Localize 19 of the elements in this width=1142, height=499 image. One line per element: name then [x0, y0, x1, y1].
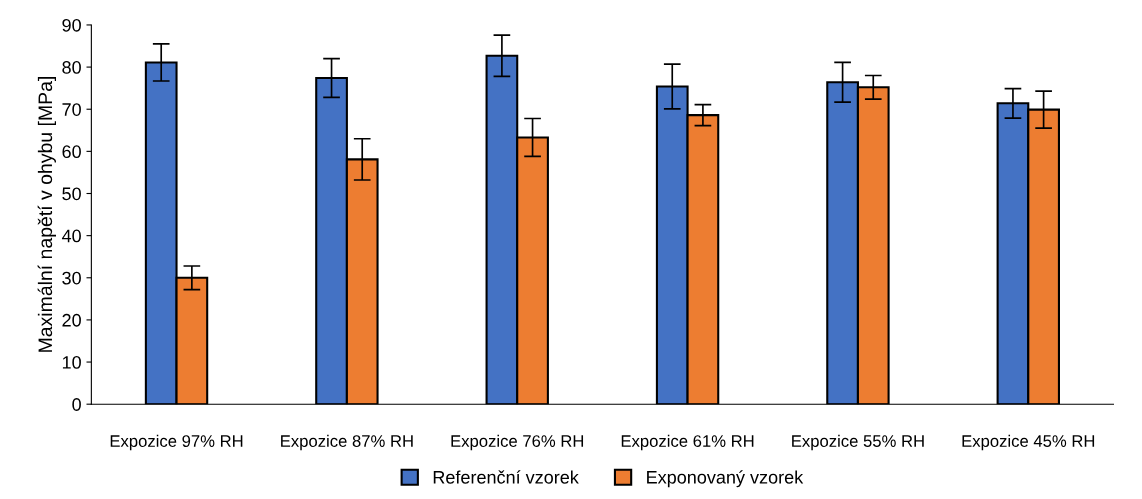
x-tick-label: Expozice 55% RH — [792, 434, 924, 451]
y-tick-label: 10 — [62, 355, 81, 369]
x-tick-label: Expozice 97% RH — [110, 434, 243, 451]
x-tick-label: Expozice 76% RH — [451, 434, 584, 451]
y-tick-label: 50 — [62, 187, 81, 201]
y-axis-title: Maximální napětí v ohybu [MPa] — [37, 77, 56, 352]
x-tick-label: Expozice 45% RH — [962, 434, 1095, 451]
x-tick-label: Expozice 87% RH — [281, 434, 413, 451]
y-tick-label: 20 — [62, 313, 81, 327]
x-tick-label: Expozice 61% RH — [621, 434, 754, 451]
y-tick-label: 60 — [62, 145, 81, 159]
y-tick-label: 0 — [72, 398, 81, 411]
y-tick-label: 80 — [62, 61, 81, 74]
legend-label: Exponovaný vzorek — [647, 470, 804, 488]
y-tick-label: 30 — [62, 271, 81, 285]
y-tick-label: 40 — [61, 229, 81, 243]
legend-label: Referenční vzorek — [433, 470, 579, 484]
y-tick-label: 70 — [62, 103, 81, 116]
y-tick-label: 90 — [62, 18, 81, 32]
